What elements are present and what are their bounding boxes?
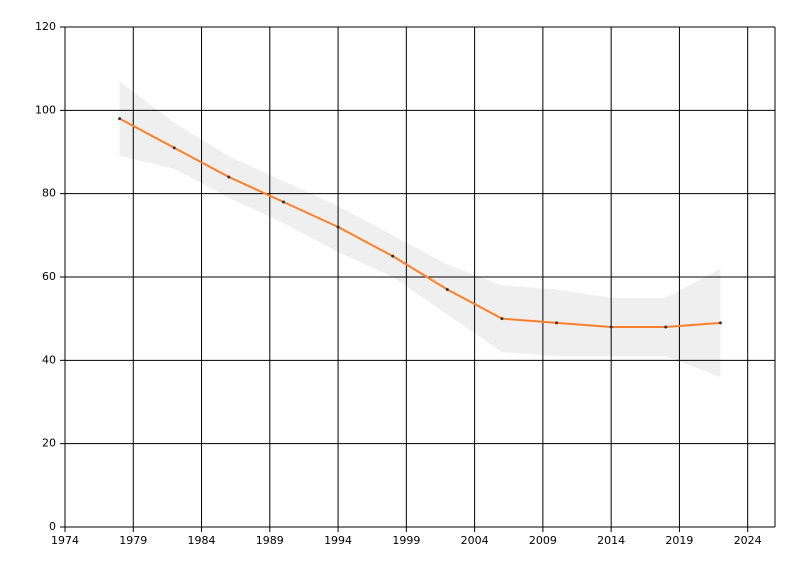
point	[227, 175, 231, 179]
x-tick-label: 1984	[188, 534, 216, 547]
y-tick-label: 60	[42, 270, 56, 283]
y-tick-label: 20	[42, 437, 56, 450]
point	[664, 325, 668, 329]
point	[118, 117, 122, 121]
point	[555, 321, 559, 325]
point	[172, 146, 176, 150]
y-tick-label: 120	[35, 20, 56, 33]
x-tick-label: 1979	[119, 534, 147, 547]
line	[119, 117, 721, 328]
x-tick-label: 1994	[324, 534, 352, 547]
point	[500, 317, 504, 321]
point	[391, 254, 395, 258]
point	[281, 200, 285, 204]
point	[718, 321, 722, 325]
x-tick-label: 1989	[256, 534, 284, 547]
y-tick-label: 40	[42, 353, 56, 366]
x-tick-label: 2004	[461, 534, 489, 547]
y-tick-label: 0	[49, 520, 56, 533]
y-tick-label: 80	[42, 187, 56, 200]
x-tick-label: 2009	[529, 534, 557, 547]
point	[336, 225, 340, 229]
y-tick-label: 100	[35, 103, 56, 116]
confidence-band	[119, 81, 721, 378]
x-tick-label: 2019	[665, 534, 693, 547]
x-tick-label: 1999	[392, 534, 420, 547]
x-tick-label: 1974	[51, 534, 79, 547]
point	[609, 325, 613, 329]
point	[445, 288, 449, 291]
x-tick-label: 2024	[734, 534, 762, 547]
x-tick-label: 2014	[597, 534, 625, 547]
